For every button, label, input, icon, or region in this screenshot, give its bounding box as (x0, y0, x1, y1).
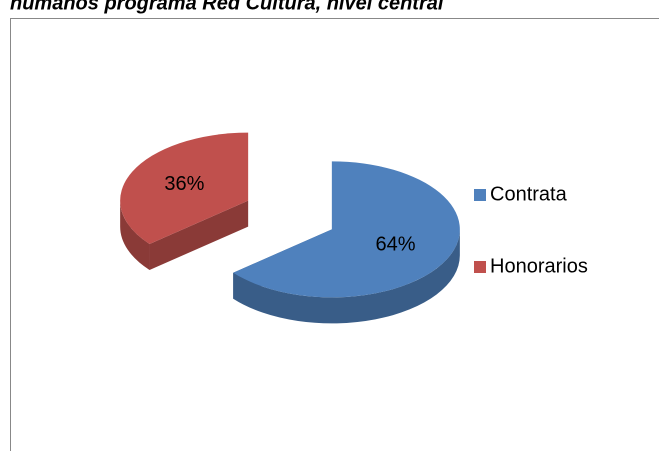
slice-side (120, 200, 150, 270)
slice-side (233, 229, 460, 324)
data-label: 36% (164, 173, 204, 195)
slice (233, 161, 460, 298)
legend-label: Honorarios (490, 255, 588, 277)
legend-swatch (474, 261, 486, 273)
chart-title: humanos programa Red Cultura, nivel cent… (10, 0, 444, 14)
legend-label: Contrata (490, 183, 568, 205)
data-label: 64% (376, 234, 416, 256)
slice-edge (149, 200, 249, 270)
legend-swatch (474, 189, 486, 201)
slice (120, 132, 249, 244)
